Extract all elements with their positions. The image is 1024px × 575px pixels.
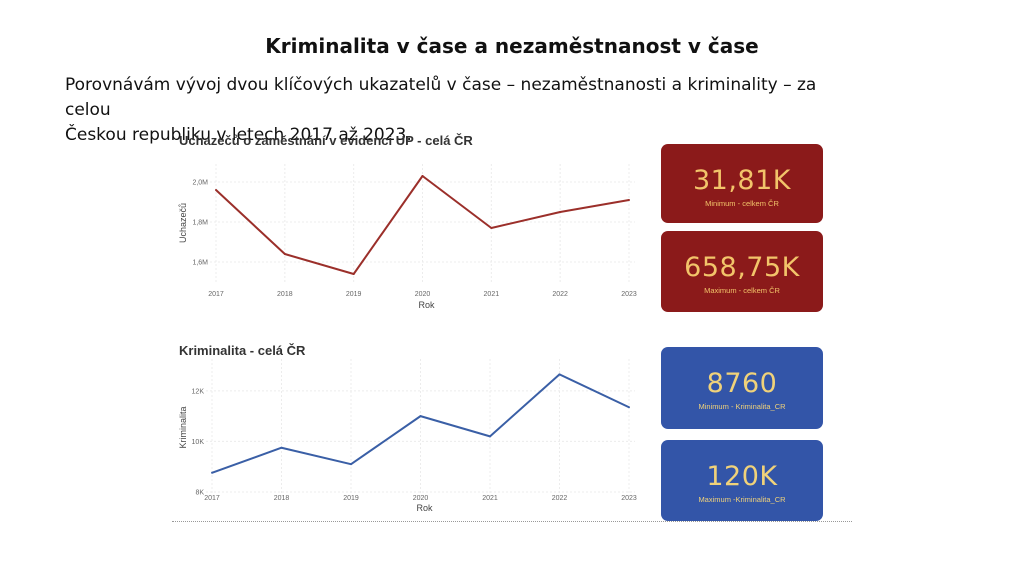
card-label: Maximum - celkem ČR: [704, 286, 780, 295]
max-crime-card: 120K Maximum -Kriminalita_CR: [661, 440, 823, 521]
y-tick-label: 12K: [192, 388, 205, 395]
y-tick-label: 8K: [195, 490, 204, 497]
data-point: [350, 463, 352, 466]
data-point: [280, 446, 283, 449]
data-point: [421, 175, 424, 177]
y-tick-label: 1,6M: [192, 260, 208, 267]
card-label: Minimum - Kriminalita_CR: [698, 402, 786, 411]
max-unemployment-card: 658,75K Maximum - celkem ČR: [661, 231, 823, 312]
y-tick-label: 10K: [192, 439, 205, 446]
x-tick-label: 2023: [621, 291, 637, 298]
y-axis-label: Uchazečů: [178, 203, 188, 243]
page-title: Kriminalita v čase a nezaměstnanost v ča…: [265, 34, 759, 58]
card-label: Minimum - celkem ČR: [705, 199, 779, 208]
card-value: 31,81K: [692, 165, 791, 196]
x-tick-label: 2017: [208, 291, 224, 298]
data-point: [352, 273, 355, 275]
y-tick-label: 2,0M: [192, 180, 208, 187]
unemployment-line-chart: Uchazečů o zaměstnání v evidenci UP - ce…: [178, 133, 637, 310]
x-tick-label: 2018: [277, 291, 293, 298]
data-point: [628, 406, 630, 409]
y-axis-label: Kriminalita: [178, 406, 188, 448]
data-point: [283, 253, 286, 255]
chart-title: Kriminalita - celá ČR: [179, 343, 306, 358]
bottom-divider: [172, 521, 852, 522]
data-point: [215, 189, 217, 191]
min-crime-card: 8760 Minimum - Kriminalita_CR: [661, 347, 823, 429]
x-tick-label: 2023: [621, 495, 637, 502]
card-label: Maximum -Kriminalita_CR: [698, 495, 786, 504]
card-value: 658,75K: [684, 252, 800, 283]
x-axis-label: Rok: [416, 503, 433, 513]
x-tick-label: 2020: [413, 495, 429, 502]
intro-line-1: Porovnávám vývoj dvou klíčových ukazatel…: [65, 75, 817, 120]
data-point: [559, 211, 562, 213]
data-point: [211, 471, 213, 474]
x-tick-label: 2019: [343, 495, 359, 502]
x-tick-label: 2022: [552, 495, 568, 502]
x-tick-label: 2021: [482, 495, 498, 502]
min-unemployment-card: 31,81K Minimum - celkem ČR: [661, 144, 823, 223]
x-tick-label: 2020: [415, 291, 431, 298]
x-tick-label: 2021: [484, 291, 500, 298]
crime-line-chart: Kriminalita - celá ČR 8K 10K 12K 2017 2018 201…: [178, 343, 637, 513]
data-point: [628, 199, 630, 201]
data-point: [490, 227, 493, 229]
x-tick-label: 2017: [204, 495, 220, 502]
chart-title: Uchazečů o zaměstnání v evidenci UP - ce…: [179, 133, 473, 148]
card-value: 120K: [706, 461, 778, 492]
y-tick-label: 1,8M: [192, 220, 208, 227]
intro-text: Porovnávám vývoj dvou klíčových ukazatel…: [65, 73, 865, 148]
intro-line-2: Českou republiku v letech 2017 až 2023.: [65, 125, 412, 145]
x-axis-label: Rok: [418, 300, 435, 310]
x-tick-label: 2022: [552, 291, 568, 298]
x-tick-label: 2018: [274, 495, 290, 502]
data-point: [558, 373, 561, 376]
card-value: 8760: [706, 368, 778, 399]
data-point: [419, 415, 422, 418]
data-point: [489, 435, 491, 438]
x-tick-label: 2019: [346, 291, 362, 298]
